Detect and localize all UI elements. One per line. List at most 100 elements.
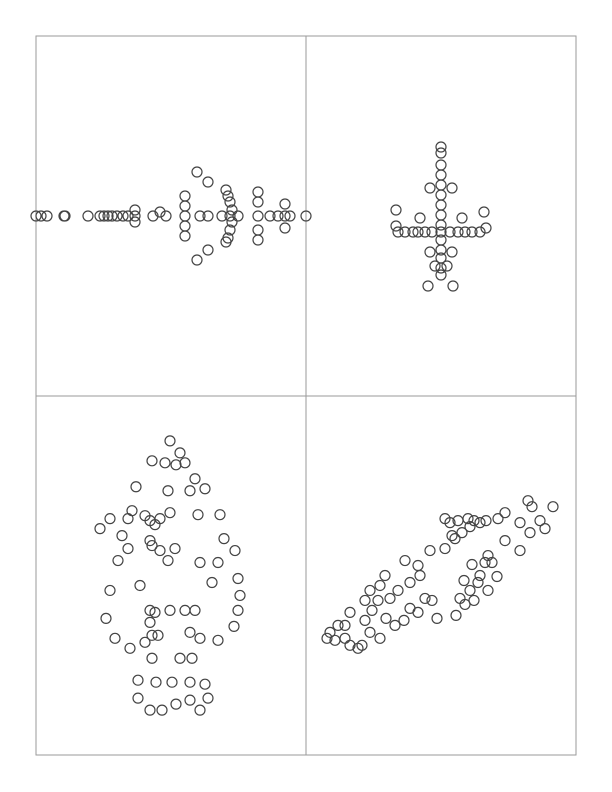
scatter-point	[419, 226, 431, 238]
scatter-point	[194, 704, 206, 716]
scatter-point	[189, 473, 201, 485]
scatter-point	[456, 212, 468, 224]
scatter-point	[202, 692, 214, 704]
scatter-point	[392, 226, 404, 238]
scatter-point	[144, 604, 156, 617]
scatter-point	[435, 141, 447, 153]
scatter-point	[220, 236, 232, 248]
scatter-point	[232, 572, 244, 585]
scatter-point	[126, 505, 138, 517]
scatter-point	[444, 226, 456, 238]
scatter-point	[522, 495, 534, 507]
scatter-point	[159, 457, 171, 469]
scatter-point	[214, 509, 226, 521]
scatter-point	[164, 507, 176, 519]
scatter-point	[199, 678, 211, 690]
scatter-point	[206, 576, 218, 589]
scatter-point	[106, 210, 118, 222]
scatter-point	[462, 513, 474, 525]
scatter-point	[252, 196, 264, 208]
scatter-point	[474, 569, 486, 582]
scatter-point	[384, 592, 396, 605]
scatter-point	[478, 206, 490, 218]
scatter-point	[422, 280, 434, 292]
scatter-point	[332, 619, 344, 631]
scatter-point	[435, 219, 447, 231]
scatter-point	[129, 210, 141, 222]
scatter-point	[156, 704, 168, 716]
scatter-point	[324, 626, 336, 638]
scatter-point	[122, 542, 134, 555]
scatter-point	[164, 604, 176, 617]
scatter-point	[392, 584, 404, 597]
scatter-point	[279, 198, 291, 210]
scatter-point	[129, 216, 141, 228]
scatter-point	[179, 604, 191, 617]
scatter-point	[179, 210, 191, 222]
scatter-point	[449, 533, 461, 545]
scatter-point	[226, 204, 238, 216]
scatter-point	[380, 612, 392, 624]
scatter-point	[344, 639, 356, 651]
scatter-point	[169, 542, 181, 555]
scatter-point	[162, 554, 174, 567]
scatter-point	[229, 544, 241, 557]
scatter-point	[102, 210, 114, 222]
scatter-point	[224, 210, 236, 222]
scatter-point	[439, 542, 451, 555]
scatter-point	[431, 612, 443, 624]
scatter-point	[441, 260, 453, 272]
scatter-point	[390, 220, 402, 232]
scatter-point	[450, 609, 462, 621]
scatter-point	[146, 629, 158, 641]
scatter-point	[534, 515, 546, 527]
scatter-point	[232, 604, 244, 617]
scatter-point	[374, 579, 386, 592]
scatter-point	[344, 606, 356, 618]
scatter-point	[179, 457, 191, 469]
scatter-point	[466, 558, 478, 571]
scatter-point	[170, 698, 182, 710]
scatter-point	[464, 584, 476, 597]
scatter-point	[486, 556, 498, 569]
scatter-point	[321, 632, 333, 644]
scatter-point	[194, 632, 206, 644]
scatter-point	[459, 598, 471, 611]
scatter-point	[174, 652, 186, 664]
scatter-point	[435, 179, 447, 191]
scatter-point	[129, 204, 141, 216]
scatter-point	[160, 210, 172, 222]
scatter-point	[124, 642, 136, 654]
scatter-point	[170, 459, 182, 471]
scatter-point	[104, 584, 116, 597]
scatter-point	[228, 620, 240, 632]
scatter-point	[435, 189, 447, 201]
scatter-point	[426, 594, 438, 607]
scatter-point	[452, 226, 464, 238]
scatter-point	[514, 544, 526, 557]
scatter-point	[284, 210, 296, 222]
scatter-point	[426, 226, 438, 238]
scatter-point	[458, 574, 470, 587]
scatter-point	[166, 676, 178, 688]
scatter-point	[98, 210, 110, 222]
scatter-point	[435, 226, 447, 238]
scatter-point	[139, 636, 151, 648]
scatter-point	[109, 632, 121, 644]
scatter-point	[419, 592, 431, 605]
scatter-point	[179, 230, 191, 242]
scatter-point	[199, 483, 211, 495]
scatter-point	[94, 523, 106, 535]
scatter-point	[435, 159, 447, 171]
scatter-point	[222, 190, 234, 202]
scatter-point	[179, 220, 191, 232]
scatter-point	[456, 527, 468, 539]
scatter-point	[482, 584, 494, 597]
scatter-point	[398, 614, 410, 626]
scatter-point	[479, 556, 491, 569]
scatter-point	[184, 694, 196, 706]
scatter-point	[390, 204, 402, 216]
scatter-point	[300, 210, 312, 222]
scatter-point	[339, 619, 351, 631]
